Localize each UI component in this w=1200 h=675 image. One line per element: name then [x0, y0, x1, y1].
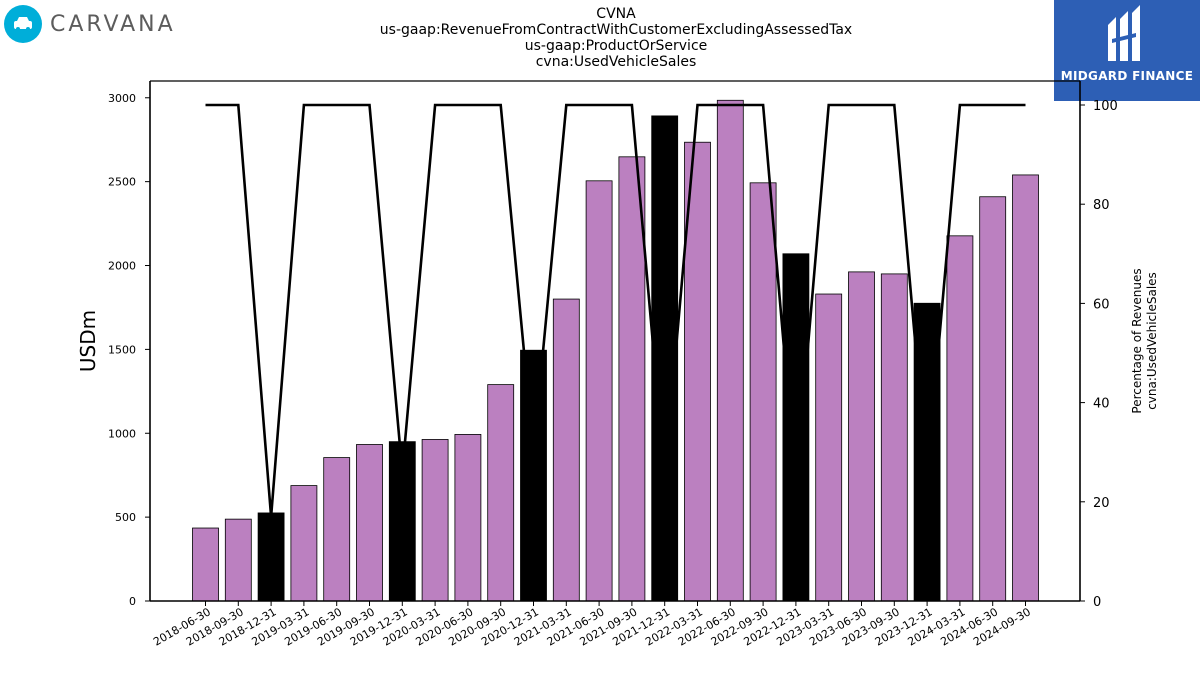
chart-title: CVNA us-gaap:RevenueFromContractWithCust… [0, 6, 1200, 70]
title-line-axis: us-gaap:ProductOrService [524, 38, 708, 54]
bar-2020-03-31 [421, 439, 449, 602]
bar-2022-03-31 [684, 141, 711, 602]
ytick-label-2500: 2500 [108, 176, 136, 189]
y2tick-label-0: 0 [1093, 595, 1101, 610]
bar-2022-09-30 [749, 182, 777, 602]
carvana-wordmark: CARVANA [50, 11, 176, 37]
y-axis-label: USDm [76, 310, 100, 372]
bar-2020-06-30 [454, 434, 482, 602]
midgard-wordmark: MIDGARD FINANCE [1060, 69, 1194, 83]
bar-2024-06-30 [979, 196, 1007, 602]
bar-2021-12-31 [651, 115, 679, 602]
bar-2023-09-30 [880, 273, 908, 602]
ytick-label-0: 0 [129, 595, 136, 608]
bar-2019-09-30 [356, 444, 383, 602]
bar-2020-09-30 [487, 384, 515, 602]
midgard-emblem-icon [1108, 5, 1140, 61]
carvana-logo: CARVANA [4, 4, 176, 44]
bar-2021-09-30 [618, 156, 646, 602]
title-line-member: cvna:UsedVehicleSales [535, 54, 697, 70]
bar-2019-06-30 [323, 457, 351, 602]
ytick-label-2000: 2000 [108, 260, 136, 273]
car-icon [4, 5, 42, 43]
percentage-line [205, 103, 1026, 517]
y2tick-label-100: 100 [1093, 99, 1118, 114]
bar-2018-06-30 [192, 527, 219, 602]
bar-2021-06-30 [585, 180, 613, 602]
bar-2024-03-31 [946, 235, 974, 602]
title-line-concept: us-gaap:RevenueFromContractWithCustomerE… [379, 22, 853, 38]
ytick-label-500: 500 [115, 511, 136, 524]
ytick-label-3000: 3000 [108, 92, 136, 105]
bar-2022-12-31 [782, 253, 810, 602]
bar-2023-03-31 [815, 293, 843, 602]
bar-2024-09-30 [1012, 174, 1039, 602]
bar-2019-03-31 [290, 485, 318, 602]
y2-axis-label-line-1: Percentage of Revenues [1130, 268, 1144, 413]
y2tick-label-60: 60 [1093, 297, 1110, 312]
bar-2018-09-30 [224, 518, 252, 602]
ytick-label-1500: 1500 [108, 343, 136, 356]
bar-2021-03-31 [552, 298, 580, 602]
bar-2022-06-30 [716, 99, 744, 602]
bar-2023-06-30 [848, 271, 875, 602]
y2tick-label-80: 80 [1093, 198, 1110, 213]
ytick-label-1000: 1000 [108, 427, 136, 440]
y2tick-label-40: 40 [1093, 397, 1110, 412]
bar-2020-12-31 [520, 349, 547, 602]
bar-2018-12-31 [257, 512, 285, 602]
midgard-finance-logo: MIDGARD FINANCE [1054, 0, 1200, 101]
y2tick-label-20: 20 [1093, 496, 1110, 511]
title-line-ticker: CVNA [596, 6, 636, 22]
y2-axis-label-line-2: cvna:UsedVehicleSales [1145, 272, 1159, 410]
bar-2023-12-31 [913, 302, 941, 602]
